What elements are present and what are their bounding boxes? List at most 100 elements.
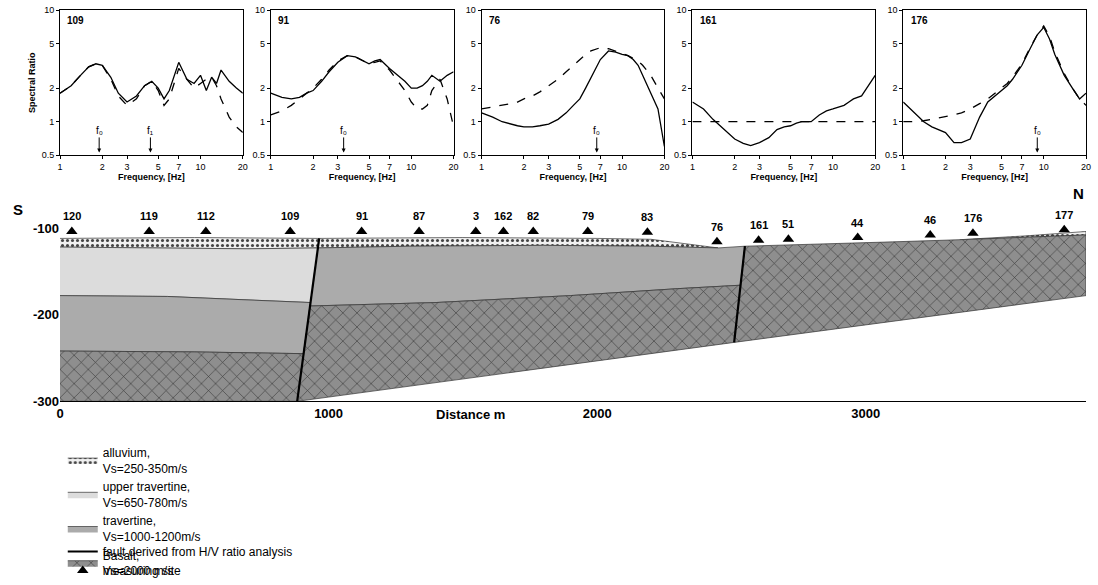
svg-text:10: 10: [255, 5, 265, 15]
svg-text:161: 161: [750, 219, 768, 231]
svg-text:109: 109: [67, 15, 84, 26]
svg-text:112: 112: [197, 210, 215, 222]
svg-text:161: 161: [700, 15, 717, 26]
svg-text:177: 177: [1055, 209, 1073, 221]
svg-text:1: 1: [901, 162, 906, 172]
svg-text:Frequency, [Hz]: Frequency, [Hz]: [750, 172, 817, 182]
svg-text:76: 76: [489, 15, 501, 26]
svg-text:Frequency, [Hz]: Frequency, [Hz]: [329, 172, 396, 182]
svg-text:measuring site: measuring site: [103, 564, 181, 578]
svg-text:3: 3: [473, 210, 479, 222]
svg-text:0.5: 0.5: [674, 150, 687, 160]
svg-text:3: 3: [546, 162, 551, 172]
svg-text:f₀: f₀: [1034, 125, 1041, 136]
svg-text:1: 1: [690, 162, 695, 172]
svg-text:2: 2: [732, 162, 737, 172]
svg-text:3: 3: [968, 162, 973, 172]
svg-text:Frequency, [Hz]: Frequency, [Hz]: [540, 172, 607, 182]
svg-text:2: 2: [100, 162, 105, 172]
svg-text:fault derived from H/V ratio a: fault derived from H/V ratio analysis: [103, 545, 292, 559]
svg-text:10: 10: [1039, 162, 1049, 172]
svg-text:10: 10: [466, 5, 476, 15]
svg-text:2000: 2000: [583, 406, 612, 421]
svg-text:5: 5: [260, 39, 265, 49]
svg-text:20: 20: [870, 162, 880, 172]
svg-text:3: 3: [335, 162, 340, 172]
svg-text:76: 76: [711, 221, 723, 233]
svg-text:5: 5: [999, 162, 1004, 172]
svg-text:2: 2: [311, 162, 316, 172]
svg-text:2: 2: [682, 83, 687, 93]
svg-text:travertine,Vs=1000-1200m/s: travertine,Vs=1000-1200m/s: [103, 514, 201, 544]
svg-text:5: 5: [682, 39, 687, 49]
svg-text:0.5: 0.5: [42, 150, 55, 160]
svg-text:f₀: f₀: [96, 125, 103, 136]
svg-text:f₀: f₀: [340, 125, 347, 136]
svg-text:1: 1: [892, 117, 897, 127]
svg-text:7: 7: [387, 162, 392, 172]
svg-text:46: 46: [924, 214, 936, 226]
svg-text:5: 5: [156, 162, 161, 172]
svg-text:119: 119: [140, 210, 158, 222]
svg-text:10: 10: [195, 162, 205, 172]
svg-text:10: 10: [44, 5, 54, 15]
svg-text:120: 120: [63, 210, 81, 222]
svg-text:Frequency, [Hz]: Frequency, [Hz]: [961, 172, 1028, 182]
svg-text:91: 91: [278, 15, 290, 26]
svg-text:20: 20: [238, 162, 248, 172]
svg-text:0.5: 0.5: [885, 150, 898, 160]
svg-text:0.5: 0.5: [463, 150, 476, 160]
svg-text:83: 83: [641, 211, 653, 223]
svg-text:1: 1: [268, 162, 273, 172]
svg-text:-200: -200: [33, 307, 59, 322]
svg-text:7: 7: [809, 162, 814, 172]
svg-text:1: 1: [49, 117, 54, 127]
svg-text:176: 176: [964, 212, 982, 224]
svg-text:alluvium,Vs=250-350m/s: alluvium,Vs=250-350m/s: [103, 446, 187, 476]
svg-text:2: 2: [260, 83, 265, 93]
svg-text:5: 5: [892, 39, 897, 49]
svg-text:f₀: f₀: [593, 125, 600, 136]
svg-text:3: 3: [757, 162, 762, 172]
svg-text:1: 1: [682, 117, 687, 127]
svg-text:1: 1: [260, 117, 265, 127]
svg-text:7: 7: [176, 162, 181, 172]
svg-text:7: 7: [598, 162, 603, 172]
svg-text:2: 2: [49, 83, 54, 93]
svg-text:20: 20: [1081, 162, 1091, 172]
svg-text:Distance m: Distance m: [436, 407, 505, 422]
svg-text:S: S: [13, 201, 23, 218]
svg-text:79: 79: [582, 210, 594, 222]
svg-text:10: 10: [677, 5, 687, 15]
svg-text:82: 82: [527, 210, 539, 222]
svg-text:162: 162: [494, 210, 512, 222]
svg-text:10: 10: [887, 5, 897, 15]
svg-text:20: 20: [449, 162, 459, 172]
svg-text:44: 44: [851, 217, 864, 229]
svg-text:10: 10: [828, 162, 838, 172]
svg-text:176: 176: [911, 15, 928, 26]
svg-text:upper travertine,Vs=650-780m/s: upper travertine,Vs=650-780m/s: [103, 480, 190, 510]
svg-text:f₁: f₁: [147, 125, 154, 136]
svg-text:5: 5: [577, 162, 582, 172]
svg-text:5: 5: [788, 162, 793, 172]
svg-text:1: 1: [57, 162, 62, 172]
svg-text:Frequency, [Hz]: Frequency, [Hz]: [118, 172, 185, 182]
svg-text:5: 5: [367, 162, 372, 172]
svg-text:2: 2: [521, 162, 526, 172]
svg-text:2: 2: [892, 83, 897, 93]
svg-text:0: 0: [56, 406, 63, 421]
svg-text:10: 10: [406, 162, 416, 172]
svg-text:87: 87: [413, 210, 425, 222]
svg-text:1000: 1000: [314, 406, 343, 421]
svg-text:2: 2: [471, 83, 476, 93]
svg-text:5: 5: [49, 39, 54, 49]
svg-text:109: 109: [281, 210, 299, 222]
svg-text:20: 20: [659, 162, 669, 172]
svg-text:1: 1: [479, 162, 484, 172]
svg-text:10: 10: [617, 162, 627, 172]
svg-text:5: 5: [471, 39, 476, 49]
svg-text:91: 91: [356, 210, 368, 222]
svg-text:1: 1: [471, 117, 476, 127]
svg-text:7: 7: [1019, 162, 1024, 172]
